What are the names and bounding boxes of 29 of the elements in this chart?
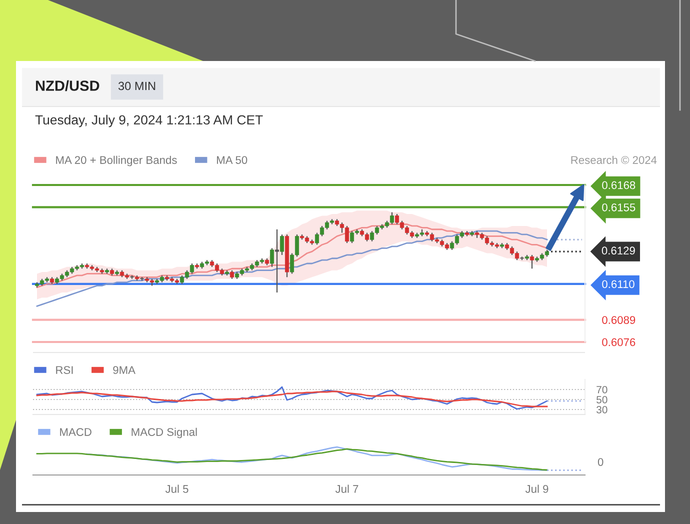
candlestick	[530, 254, 534, 270]
text: Research © 2024	[571, 156, 657, 164]
text: 0	[598, 458, 604, 466]
y-tick-label: 0.6168	[602, 181, 636, 190]
y-tick-label: 0.6110	[602, 280, 634, 288]
x-tick-label: Jul 9	[525, 484, 548, 493]
y-tick-label: 70	[596, 386, 608, 394]
y-tick-label: 50	[596, 396, 608, 404]
x-tick-label: Jul 5	[165, 484, 188, 493]
legend-label: MA 20 + Bollinger Bands	[56, 156, 177, 166]
y-tick-label: 0.6089	[602, 316, 636, 324]
line-series	[36, 390, 548, 408]
y-tick-label: 0.6076	[602, 338, 636, 346]
data-label: 0.6129	[602, 246, 635, 255]
legend-label: RSI	[56, 366, 73, 374]
line-series	[36, 224, 548, 288]
chart-subtitle: Tuesday, July 9, 2024 1:21:13 AM CET	[35, 114, 263, 128]
legend-label: MACD Signal	[132, 428, 197, 438]
text: 30 MIN	[118, 82, 156, 90]
candlestick	[274, 228, 280, 294]
legend-label: 9MA	[113, 366, 136, 374]
chart-title: NZD/USD	[36, 80, 100, 92]
line-series	[36, 230, 548, 307]
line-series	[36, 386, 548, 410]
legend-label: MACD	[60, 428, 92, 436]
y-tick-label: 0.6155	[602, 203, 636, 212]
legend-label: MA 50	[217, 156, 248, 164]
y-tick-label: 30	[596, 406, 608, 414]
x-tick-label: Jul 7	[335, 484, 358, 493]
